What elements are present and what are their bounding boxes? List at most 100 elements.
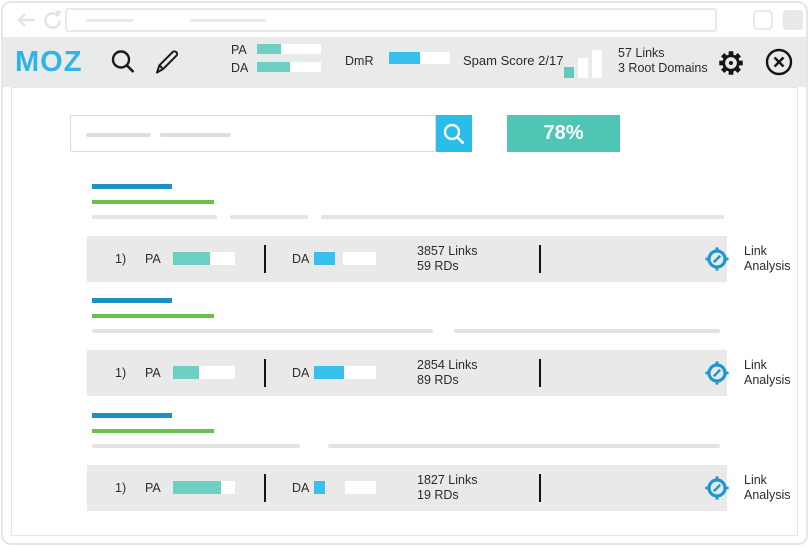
result-block: 1) PA DA 1827 Links 19 RDs bbox=[12, 413, 797, 513]
da-label: DA bbox=[292, 366, 310, 380]
result-url-placeholder bbox=[92, 200, 214, 204]
da-meter-track bbox=[343, 252, 376, 265]
result-description-placeholder bbox=[321, 215, 724, 219]
result-description-placeholder bbox=[92, 329, 433, 333]
edit-pencil-icon[interactable] bbox=[153, 48, 181, 76]
link-analysis-icon[interactable] bbox=[704, 246, 730, 272]
spam-score-label: Spam Score 2/17 bbox=[463, 53, 564, 68]
divider bbox=[539, 359, 541, 387]
da-meter bbox=[314, 481, 376, 494]
link-stats: 2854 Links 89 RDs bbox=[417, 358, 477, 388]
links-count: 57 Links bbox=[618, 46, 665, 60]
window-control-outline[interactable] bbox=[753, 10, 773, 30]
metrics-row: 1) PA DA 1827 Links 19 RDs bbox=[87, 465, 791, 511]
chart-bar bbox=[564, 67, 574, 78]
root-domains-count: 19 RDs bbox=[417, 488, 459, 502]
score-badge: 78% bbox=[507, 115, 620, 152]
da-meter-track bbox=[345, 481, 376, 494]
link-analysis-button[interactable]: Link Analysis bbox=[744, 358, 791, 387]
da-label: DA bbox=[231, 61, 249, 75]
mozbar-toolbar: MOZ PA DA DmR Spam Score 2/17 bbox=[3, 37, 806, 87]
result-description-placeholder bbox=[454, 329, 720, 333]
da-label: DA bbox=[292, 481, 310, 495]
link-analysis-button[interactable]: Link Analysis bbox=[744, 473, 791, 502]
divider bbox=[539, 245, 541, 273]
link-stats: 3857 Links 59 RDs bbox=[417, 244, 477, 274]
settings-gear-icon[interactable] bbox=[715, 47, 747, 79]
back-icon[interactable] bbox=[15, 9, 37, 31]
dmr-label: DmR bbox=[345, 54, 374, 68]
result-url-placeholder bbox=[92, 314, 214, 318]
search-input[interactable] bbox=[70, 115, 436, 152]
window-control-filled[interactable] bbox=[783, 10, 803, 30]
pa-meter-fill bbox=[173, 252, 211, 265]
pa-meter-fill bbox=[173, 481, 222, 494]
result-url-placeholder bbox=[92, 429, 214, 433]
search-button[interactable] bbox=[436, 115, 472, 152]
links-count: 3857 Links bbox=[417, 244, 478, 258]
result-index: 1) bbox=[115, 481, 127, 495]
result-description-placeholder bbox=[92, 444, 300, 448]
result-title-placeholder[interactable] bbox=[92, 413, 172, 418]
result-index: 1) bbox=[115, 366, 127, 380]
pa-label: PA bbox=[145, 252, 161, 266]
result-index: 1) bbox=[115, 252, 127, 266]
da-meter-fill bbox=[314, 366, 344, 379]
moz-logo[interactable]: MOZ bbox=[15, 46, 83, 78]
browser-chrome bbox=[3, 3, 806, 37]
result-title-placeholder[interactable] bbox=[92, 184, 172, 189]
dmr-meter bbox=[389, 52, 450, 64]
link-stats: 1827 Links 19 RDs bbox=[417, 473, 477, 503]
links-count: 1827 Links bbox=[417, 473, 478, 487]
search-icon[interactable] bbox=[109, 48, 137, 76]
da-meter-fill bbox=[257, 62, 291, 72]
chart-bar bbox=[578, 58, 588, 78]
pa-meter-fill bbox=[257, 44, 281, 54]
pa-label: PA bbox=[145, 366, 161, 380]
search-placeholder-segment bbox=[160, 133, 231, 137]
da-meter-fill bbox=[314, 252, 336, 265]
da-label: DA bbox=[292, 252, 310, 266]
metrics-row: 1) PA DA 3857 Links 59 RDs bbox=[87, 236, 791, 282]
url-placeholder-segment bbox=[190, 19, 266, 22]
chart-bar bbox=[592, 50, 602, 78]
pa-meter bbox=[173, 252, 235, 265]
result-block: 1) PA DA 3857 Links 59 RDs bbox=[12, 184, 797, 284]
dmr-meter-fill bbox=[389, 52, 420, 64]
divider bbox=[264, 245, 266, 273]
root-domains-count: 89 RDs bbox=[417, 373, 459, 387]
pa-meter bbox=[173, 481, 235, 494]
root-domains-count: 59 RDs bbox=[417, 259, 459, 273]
da-meter bbox=[314, 252, 376, 265]
link-analysis-icon[interactable] bbox=[704, 360, 730, 386]
link-analysis-button[interactable]: Link Analysis bbox=[744, 244, 791, 273]
content-area: 78% 1) PA DA 3857 Links bbox=[11, 87, 798, 536]
da-meter bbox=[314, 366, 376, 379]
da-meter-track bbox=[343, 366, 376, 379]
divider bbox=[264, 359, 266, 387]
url-bar[interactable] bbox=[65, 8, 717, 32]
link-stats: 57 Links 3 Root Domains bbox=[618, 46, 708, 76]
metrics-row: 1) PA DA 2854 Links 89 RDs bbox=[87, 350, 791, 396]
result-block: 1) PA DA 2854 Links 89 RDs bbox=[12, 298, 797, 398]
result-title-placeholder[interactable] bbox=[92, 298, 172, 303]
reload-icon[interactable] bbox=[40, 9, 62, 31]
pa-label: PA bbox=[231, 43, 247, 57]
result-description-placeholder bbox=[92, 215, 217, 219]
da-meter bbox=[257, 62, 321, 72]
divider bbox=[264, 474, 266, 502]
link-analysis-icon[interactable] bbox=[704, 475, 730, 501]
magnifier-icon bbox=[443, 123, 465, 144]
pa-meter bbox=[257, 44, 321, 54]
divider bbox=[539, 474, 541, 502]
pa-label: PA bbox=[145, 481, 161, 495]
pa-meter-fill bbox=[173, 366, 200, 379]
links-count: 2854 Links bbox=[417, 358, 478, 372]
pa-meter bbox=[173, 366, 235, 379]
close-icon[interactable] bbox=[764, 47, 794, 77]
search-placeholder-segment bbox=[86, 133, 151, 137]
spam-score-chart bbox=[564, 50, 602, 78]
result-description-placeholder bbox=[230, 215, 308, 219]
da-meter-fill bbox=[314, 481, 326, 494]
